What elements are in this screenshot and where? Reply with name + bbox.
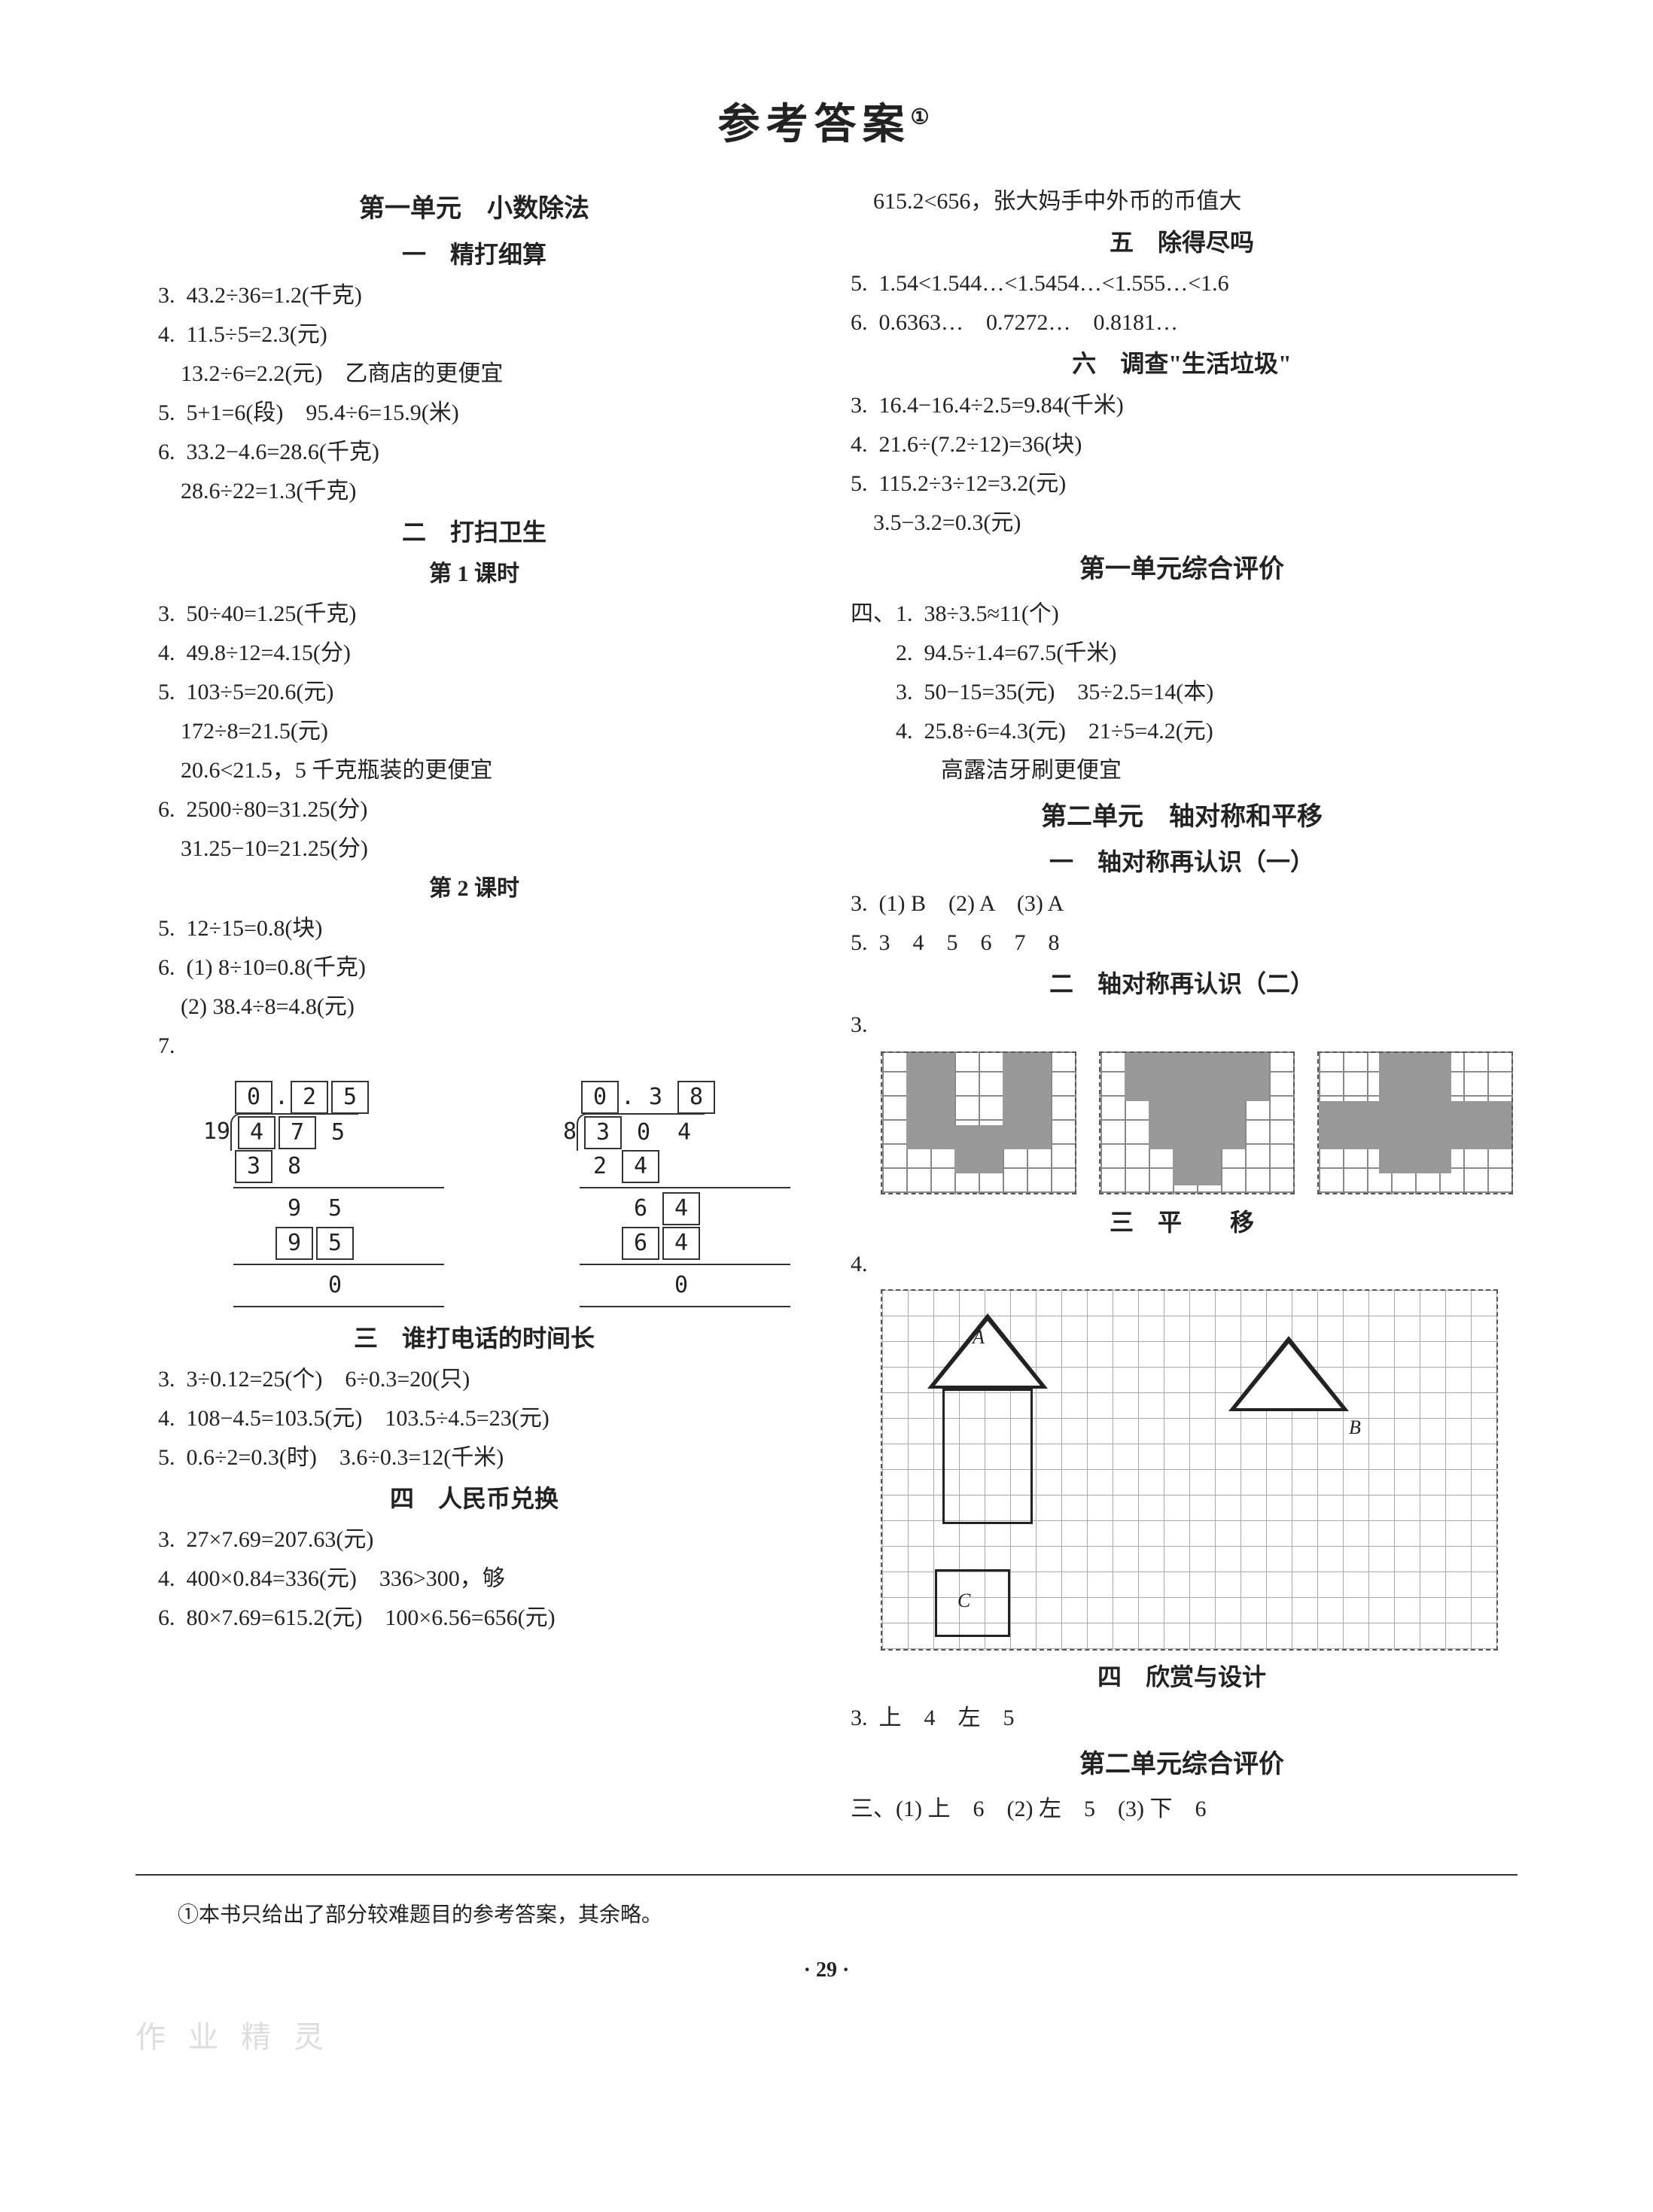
footnote: ①本书只给出了部分较难题目的参考答案，其余略。 — [135, 1874, 1518, 1928]
section6-head: 六 调查"生活垃圾" — [851, 343, 1513, 384]
text-line: 5. 0.6÷2=0.3(时) 3.6÷0.3=12(千米) — [158, 1438, 790, 1477]
text-line: 20.6<21.5，5 千克瓶装的更便宜 — [158, 751, 790, 790]
u2s4-lines: 3. 上 4 左 5 — [851, 1699, 1513, 1737]
text-line: 3. (1) B (2) A (3) A — [851, 884, 1513, 923]
text-line: 2. 94.5÷1.4=67.5(千米) — [851, 634, 1513, 672]
text-line: 6. 0.6363… 0.7272… 0.8181… — [851, 303, 1513, 342]
text-line: 4. 21.6÷(7.2÷12)=36(块) — [851, 425, 1513, 464]
eval1-head: 第一单元综合评价 — [851, 548, 1513, 592]
section4-head: 四 人民币兑换 — [158, 1478, 790, 1519]
text-line: 3. 50÷40=1.25(千克) — [158, 595, 790, 633]
text-line: 5. 12÷15=0.8(块) — [158, 909, 790, 948]
text-line: 13.2÷6=2.2(元) 乙商店的更便宜 — [158, 354, 790, 393]
text-line: 3. 16.4−16.4÷2.5=9.84(千米) — [851, 386, 1513, 424]
text-line: 3. 50−15=35(元) 35÷2.5=14(本) — [851, 673, 1513, 711]
eval1-lines: 四、1. 38÷3.5≈11(个) 2. 94.5÷1.4=67.5(千米) 3… — [851, 595, 1513, 790]
triangle-a — [927, 1313, 1048, 1389]
text-line: 4. 25.8÷6=4.3(元) 21÷5=4.2(元) — [851, 712, 1513, 750]
text-line: 5. 5+1=6(段) 95.4÷6=15.9(米) — [158, 394, 790, 432]
sym-fig-1 — [881, 1051, 1076, 1194]
left-column: 第一单元 小数除法 一 精打细算 3. 43.2÷36=1.2(千克)4. 11… — [135, 181, 813, 1829]
text-line: 四、1. 38÷3.5≈11(个) — [851, 595, 1513, 633]
u2s3-q: 4. — [851, 1245, 1513, 1283]
section1-head: 一 精打细算 — [158, 234, 790, 275]
text-line: 5. 1.54<1.544…<1.5454…<1.555…<1.6 — [851, 264, 1513, 303]
longdiv-1: 0.25194753895950 — [188, 1080, 444, 1310]
symmetry-figures — [881, 1051, 1513, 1194]
sym-fig-2 — [1099, 1051, 1295, 1194]
right-column: 615.2<656，张大妈手中外币的币值大 五 除得尽吗 5. 1.54<1.5… — [828, 181, 1536, 1829]
watermark: 作 业 精 灵 — [135, 2013, 1518, 2056]
translation-grid: A B C — [881, 1289, 1498, 1651]
text-line: 3. 上 4 左 5 — [851, 1699, 1513, 1737]
section5-lines: 5. 1.54<1.544…<1.5454…<1.555…<1.66. 0.63… — [851, 264, 1513, 342]
u2s4-head: 四 欣赏与设计 — [851, 1657, 1513, 1697]
text-line: 3.5−3.2=0.3(元) — [851, 504, 1513, 542]
text-line: 31.25−10=21.25(分) — [158, 829, 790, 868]
text-line: 3. 43.2÷36=1.2(千克) — [158, 276, 790, 315]
text-line: 6. (1) 8÷10=0.8(千克) — [158, 948, 790, 987]
longdiv-wrap: 0.25194753895950 0.3883042464640 — [188, 1080, 790, 1310]
section3-lines: 3. 3÷0.12=25(个) 6÷0.3=20(只)4. 108−4.5=10… — [158, 1360, 790, 1477]
square-c — [935, 1569, 1010, 1637]
text-line: 3. 27×7.69=207.63(元) — [158, 1520, 790, 1559]
text-line: 7. — [158, 1027, 790, 1065]
text-line: 28.6÷22=1.3(千克) — [158, 472, 790, 510]
eval2-lines: 三、(1) 上 6 (2) 左 5 (3) 下 6 — [851, 1790, 1513, 1828]
text-line: 6. 2500÷80=31.25(分) — [158, 790, 790, 829]
text-line: 高露洁牙刷更便宜 — [851, 751, 1513, 790]
title-sup: ① — [910, 105, 935, 129]
section6-lines: 3. 16.4−16.4÷2.5=9.84(千米)4. 21.6÷(7.2÷12… — [851, 386, 1513, 542]
square-body-a — [942, 1389, 1033, 1524]
text-line: 6. 33.2−4.6=28.6(千克) — [158, 433, 790, 471]
section1-lines: 3. 43.2÷36=1.2(千克)4. 11.5÷5=2.3(元) 13.2÷… — [158, 276, 790, 510]
text-line: 4. 11.5÷5=2.3(元) — [158, 315, 790, 354]
text-line: 4. 49.8÷12=4.15(分) — [158, 634, 790, 672]
u2s2-head: 二 轴对称再认识（二） — [851, 963, 1513, 1004]
section3-head: 三 谁打电话的时间长 — [158, 1318, 790, 1359]
lesson1-head: 第 1 课时 — [158, 555, 790, 593]
text-line: 5. 103÷5=20.6(元) — [158, 673, 790, 711]
text-line: 5. 3 4 5 6 7 8 — [851, 923, 1513, 962]
page-number: · 29 · — [135, 1958, 1518, 1982]
page-title: 参考答案① — [135, 90, 1518, 151]
text-line: 6. 80×7.69=615.2(元) 100×6.56=656(元) — [158, 1599, 790, 1637]
text-line: 5. 115.2÷3÷12=3.2(元) — [851, 464, 1513, 503]
text-line: (2) 38.4÷8=4.8(元) — [158, 987, 790, 1026]
u2s1-lines: 3. (1) B (2) A (3) A5. 3 4 5 6 7 8 — [851, 884, 1513, 962]
lesson2-head: 第 2 课时 — [158, 869, 790, 908]
unit1-head: 第一单元 小数除法 — [158, 187, 790, 231]
u2s2-q: 3. — [851, 1006, 1513, 1044]
text-line: 3. 3÷0.12=25(个) 6÷0.3=20(只) — [158, 1360, 790, 1398]
text-line: 4. 400×0.84=336(元) 336>300，够 — [158, 1559, 790, 1598]
text-line: 172÷8=21.5(元) — [158, 712, 790, 750]
cont-line: 615.2<656，张大妈手中外币的币值大 — [851, 182, 1513, 221]
unit2-head: 第二单元 轴对称和平移 — [851, 796, 1513, 839]
section4-lines: 3. 27×7.69=207.63(元)4. 400×0.84=336(元) 3… — [158, 1520, 790, 1637]
u2s1-head: 一 轴对称再认识（一） — [851, 841, 1513, 882]
section5-head: 五 除得尽吗 — [851, 222, 1513, 263]
triangle-b — [1228, 1336, 1349, 1411]
u2s3-head: 三 平 移 — [851, 1202, 1513, 1243]
eval2-head: 第二单元综合评价 — [851, 1743, 1513, 1787]
text-line: 4. 108−4.5=103.5(元) 103.5÷4.5=23(元) — [158, 1399, 790, 1438]
sym-fig-3 — [1317, 1051, 1513, 1194]
label-b: B — [1349, 1411, 1361, 1444]
label-c: C — [957, 1584, 970, 1617]
content-columns: 第一单元 小数除法 一 精打细算 3. 43.2÷36=1.2(千克)4. 11… — [135, 181, 1518, 1829]
title-text: 参考答案 — [717, 102, 910, 148]
label-a: A — [973, 1321, 985, 1354]
section2-head: 二 打扫卫生 — [158, 512, 790, 552]
longdiv-2: 0.3883042464640 — [534, 1080, 790, 1310]
section2a-lines: 3. 50÷40=1.25(千克)4. 49.8÷12=4.15(分)5. 10… — [158, 595, 790, 868]
text-line: 三、(1) 上 6 (2) 左 5 (3) 下 6 — [851, 1790, 1513, 1828]
section2b-lines: 5. 12÷15=0.8(块)6. (1) 8÷10=0.8(千克) (2) 3… — [158, 909, 790, 1065]
